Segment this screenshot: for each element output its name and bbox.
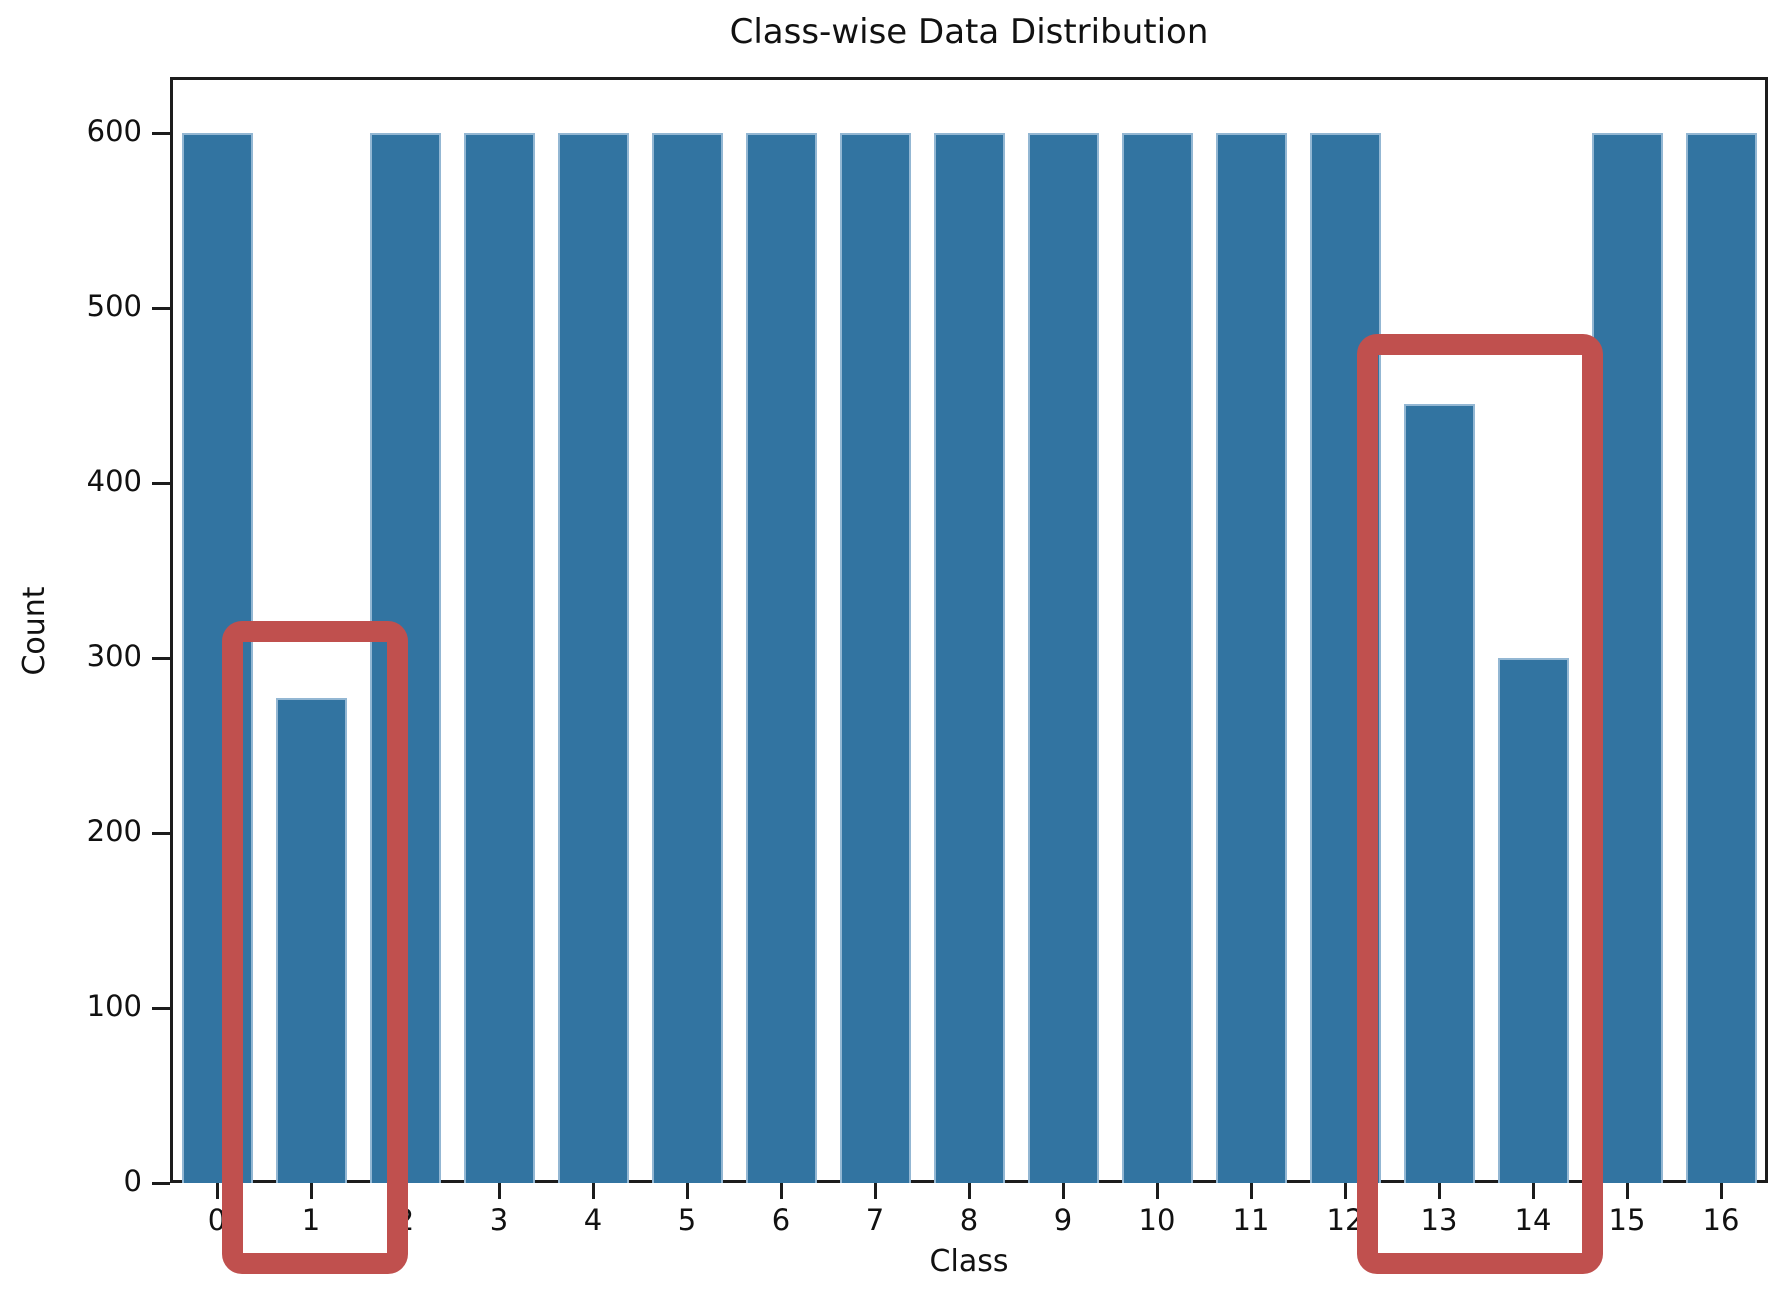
x-axis-tick xyxy=(685,1183,689,1199)
x-axis-tick-label: 16 xyxy=(1702,1203,1740,1237)
y-axis-tick xyxy=(152,481,170,485)
y-axis-tick xyxy=(152,131,170,135)
x-axis-tick-label: 15 xyxy=(1608,1203,1646,1237)
y-axis-tick-label: 600 xyxy=(86,114,142,148)
x-axis-tick-label: 7 xyxy=(865,1203,885,1237)
x-axis-tick-label: 13 xyxy=(1420,1203,1458,1237)
bar-class-9 xyxy=(1027,133,1099,1183)
x-axis-tick-label: 10 xyxy=(1138,1203,1176,1237)
x-axis-tick-label: 14 xyxy=(1514,1203,1552,1237)
y-axis-tick-label: 400 xyxy=(86,464,142,498)
x-axis-tick-label: 6 xyxy=(771,1203,791,1237)
x-axis-tick xyxy=(309,1183,313,1199)
y-axis-tick xyxy=(152,1181,170,1185)
x-axis-tick xyxy=(497,1183,501,1199)
x-axis-tick xyxy=(967,1183,971,1199)
x-axis-label: Class xyxy=(929,1244,1009,1279)
y-axis-tick-label: 0 xyxy=(123,1164,142,1198)
x-axis-tick-label: 8 xyxy=(959,1203,979,1237)
x-axis-tick xyxy=(1625,1183,1629,1199)
bar-class-11 xyxy=(1215,133,1287,1183)
annotation-highlight-classes-13-14 xyxy=(1357,334,1603,1274)
bar-class-14 xyxy=(1497,658,1569,1183)
x-axis-tick-label: 9 xyxy=(1053,1203,1073,1237)
chart-title: Class-wise Data Distribution xyxy=(729,12,1209,52)
x-axis-tick-label: 3 xyxy=(489,1203,509,1237)
annotation-highlight-class-1 xyxy=(221,621,408,1274)
y-axis-tick xyxy=(152,1006,170,1010)
bar-class-5 xyxy=(651,133,723,1183)
x-axis-tick xyxy=(1249,1183,1253,1199)
x-axis-tick xyxy=(1719,1183,1723,1199)
y-axis-tick xyxy=(152,831,170,835)
bar-class-3 xyxy=(463,133,535,1183)
y-axis-tick xyxy=(152,656,170,660)
x-axis-tick-label: 1 xyxy=(301,1203,321,1237)
x-axis-tick-label: 0 xyxy=(207,1203,227,1237)
x-axis-tick-label: 4 xyxy=(583,1203,603,1237)
y-axis-tick-label: 200 xyxy=(86,814,142,848)
bar-class-8 xyxy=(933,133,1005,1183)
bar-class-4 xyxy=(557,133,629,1183)
bar-class-16 xyxy=(1685,133,1757,1183)
x-axis-tick xyxy=(591,1183,595,1199)
y-axis-tick-label: 500 xyxy=(86,289,142,323)
x-axis-tick xyxy=(873,1183,877,1199)
bar-class-13 xyxy=(1403,404,1475,1183)
bar-class-6 xyxy=(745,133,817,1183)
x-axis-tick xyxy=(1061,1183,1065,1199)
x-axis-tick xyxy=(215,1183,219,1199)
x-axis-tick xyxy=(779,1183,783,1199)
x-axis-tick-label: 5 xyxy=(677,1203,697,1237)
x-axis-tick-label: 11 xyxy=(1232,1203,1270,1237)
bar-class-15 xyxy=(1591,133,1663,1183)
y-axis-tick-label: 100 xyxy=(86,989,142,1023)
y-axis-tick-label: 300 xyxy=(86,639,142,673)
x-axis-tick xyxy=(1531,1183,1535,1199)
bar-class-7 xyxy=(839,133,911,1183)
x-axis-tick xyxy=(1155,1183,1159,1199)
bar-class-1 xyxy=(275,698,347,1183)
x-axis-tick xyxy=(1343,1183,1347,1199)
y-axis-tick xyxy=(152,306,170,310)
y-axis-label: Count xyxy=(17,586,52,676)
x-axis-tick xyxy=(1437,1183,1441,1199)
bar-class-10 xyxy=(1121,133,1193,1183)
